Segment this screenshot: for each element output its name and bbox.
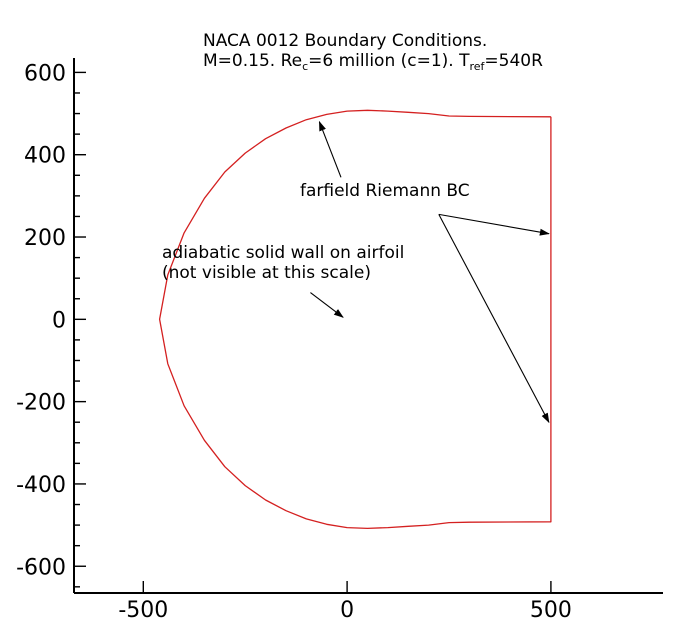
title-mach: M=0.15. Re bbox=[203, 51, 302, 71]
y-axis: 600 400 200 0 -200 -400 -600 bbox=[16, 58, 86, 593]
annotation-arrows bbox=[310, 120, 550, 424]
title-t-subscript: ref bbox=[470, 60, 486, 73]
wall-label-line2: (not visible at this scale) bbox=[162, 263, 371, 283]
annotation-arrow bbox=[438, 213, 550, 236]
farfield-label: farfield Riemann BC bbox=[300, 181, 470, 201]
y-tick-label: -200 bbox=[16, 391, 66, 416]
title-reynolds: =6 million (c=1). T bbox=[308, 51, 470, 71]
x-tick-label: 500 bbox=[530, 598, 572, 623]
title-re-subscript: c bbox=[302, 60, 308, 73]
chart-title-line2: M=0.15. Rec=6 million (c=1). Tref=540R bbox=[203, 51, 543, 73]
y-tick-label: -400 bbox=[16, 473, 66, 498]
y-tick-label: 0 bbox=[52, 308, 66, 333]
annotation-arrow bbox=[318, 120, 342, 178]
chart-title-line1: NACA 0012 Boundary Conditions. bbox=[203, 31, 487, 51]
x-tick-label: -500 bbox=[118, 598, 168, 623]
y-tick-label: 400 bbox=[24, 144, 66, 169]
x-tick-label: 0 bbox=[340, 598, 354, 623]
y-tick-label: -600 bbox=[16, 555, 66, 580]
annotation-arrow bbox=[438, 214, 550, 424]
y-tick-label: 200 bbox=[24, 226, 66, 251]
domain-boundary bbox=[158, 109, 552, 530]
y-tick-label: 600 bbox=[24, 61, 66, 86]
x-axis: -500 0 500 bbox=[74, 581, 663, 623]
title-temperature: =540R bbox=[484, 51, 543, 71]
annotation-arrow bbox=[310, 292, 344, 318]
wall-label-line1: adiabatic solid wall on airfoil bbox=[162, 243, 404, 263]
farfield-boundary-curve bbox=[158, 109, 552, 530]
